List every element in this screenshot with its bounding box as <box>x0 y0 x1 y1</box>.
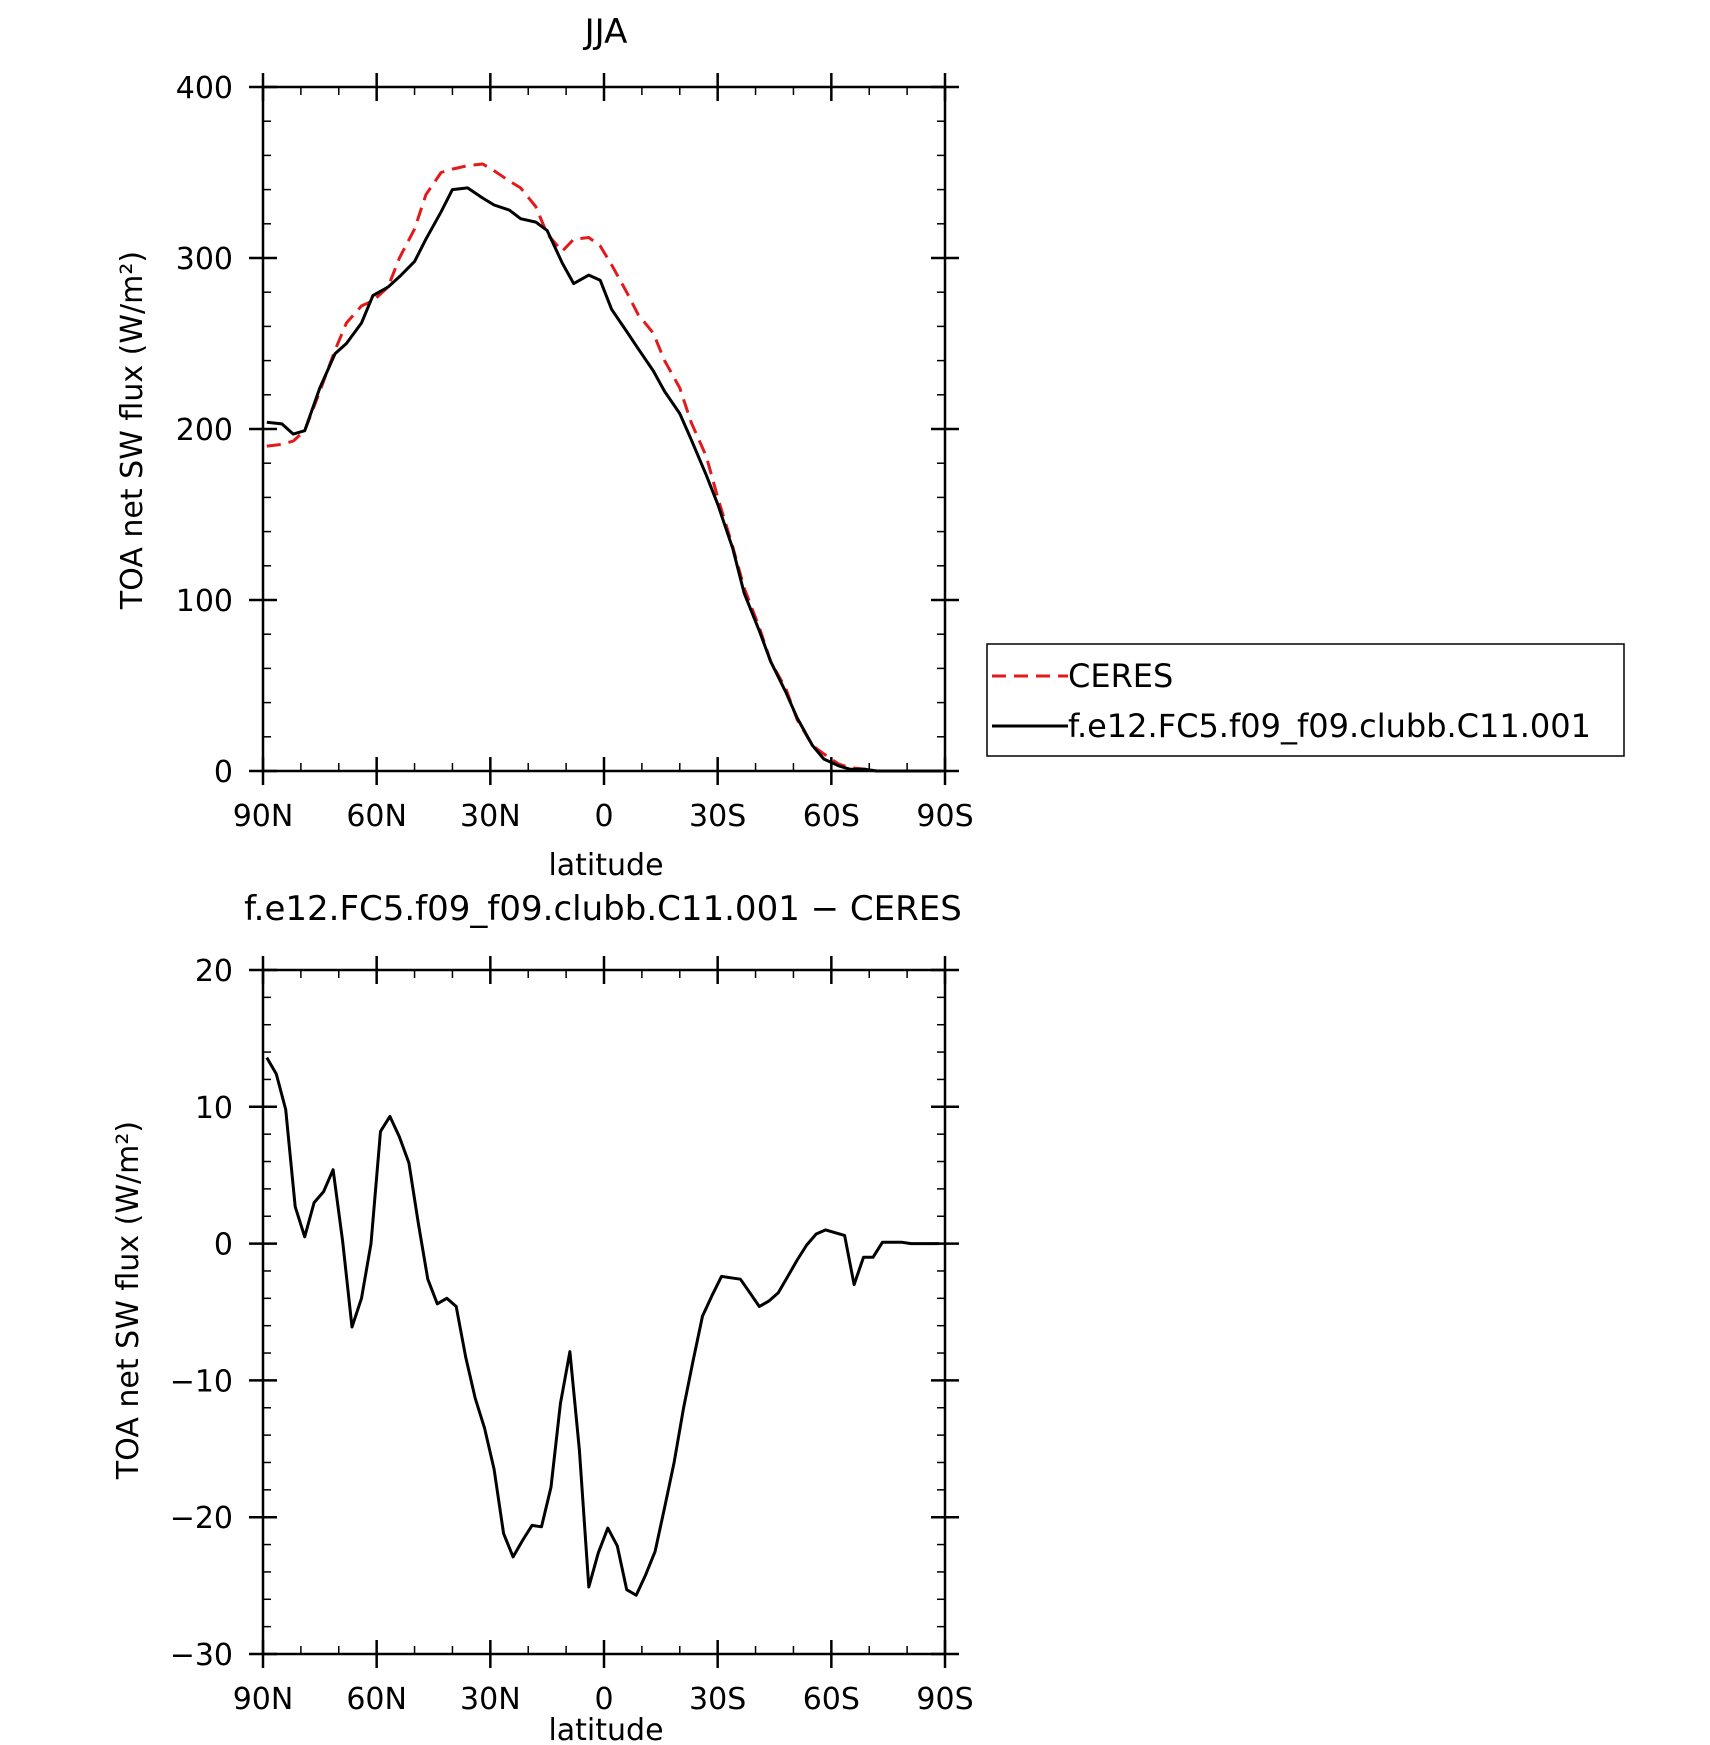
top-x-tick-label: 0 <box>594 799 613 834</box>
top-y-axis-label: TOA net SW flux (W/m²) <box>115 251 150 610</box>
top-y-tick-label: 200 <box>176 413 233 448</box>
top-x-tick-label: 60S <box>803 799 860 834</box>
bottom-x-tick-label: 90S <box>916 1682 973 1717</box>
bottom-x-tick-label: 90N <box>233 1682 294 1717</box>
legend-model-label: f.e12.FC5.f09_f09.clubb.C11.001 <box>1068 707 1591 745</box>
top-x-tick-label: 90N <box>233 799 294 834</box>
top-y-tick-label: 100 <box>176 584 233 619</box>
bottom-y-tick-label: 0 <box>214 1228 233 1263</box>
top-series-line-f-e12-fc5-f09-f09-clubb-c11-001 <box>266 186 942 773</box>
bottom-x-tick-label: 60N <box>346 1682 407 1717</box>
top-y-tick-label: 0 <box>214 755 233 790</box>
top-x-tick-label: 30N <box>460 799 521 834</box>
bottom-y-tick-label: −30 <box>170 1638 233 1673</box>
top-x-axis-label: latitude <box>548 848 663 883</box>
legend-ceres-label: CERES <box>1068 657 1173 695</box>
bottom-y-tick-label: 10 <box>195 1091 233 1126</box>
top-x-tick-label: 90S <box>916 799 973 834</box>
legend: CERES f.e12.FC5.f09_f09.clubb.C11.001 <box>986 643 1625 757</box>
top-series-line-ceres <box>266 162 942 773</box>
bottom-x-tick-label: 30S <box>689 1682 746 1717</box>
bottom-x-axis-label: latitude <box>548 1713 663 1745</box>
bottom-series-line-difference <box>265 1056 940 1597</box>
bottom-x-tick-label: 30N <box>460 1682 521 1717</box>
top-plot-area: 90N 60N 30N 0 30S 60S 90S 0 100 200 300 400 <box>176 71 974 834</box>
top-panel: JJA 90N 60N 30N 0 30S 60S 90S 0 100 200 300 400 lat… <box>115 12 974 883</box>
bottom-plot-frame <box>261 968 947 1656</box>
top-y-tick-label: 300 <box>176 242 233 277</box>
top-plot-frame <box>261 85 947 773</box>
bottom-panel: f.e12.FC5.f09_f09.clubb.C11.001 − CERES … <box>111 889 974 1745</box>
bottom-y-tick-label: 20 <box>195 954 233 989</box>
top-panel-title: JJA <box>583 12 628 52</box>
legend-box <box>986 643 1625 757</box>
bottom-panel-title: f.e12.FC5.f09_f09.clubb.C11.001 − CERES <box>244 889 962 929</box>
bottom-plot-area: 90N 60N 30N 0 30S 60S 90S −30 −20 −10 0 10 20 <box>170 954 974 1717</box>
bottom-y-tick-label: −20 <box>170 1501 233 1536</box>
top-x-tick-label: 60N <box>346 799 407 834</box>
bottom-y-axis-label: TOA net SW flux (W/m²) <box>111 1121 146 1480</box>
bottom-x-tick-label: 0 <box>594 1682 613 1717</box>
bottom-x-tick-label: 60S <box>803 1682 860 1717</box>
bottom-y-tick-label: −10 <box>170 1364 233 1399</box>
top-y-tick-label: 400 <box>176 71 233 106</box>
top-x-tick-label: 30S <box>689 799 746 834</box>
